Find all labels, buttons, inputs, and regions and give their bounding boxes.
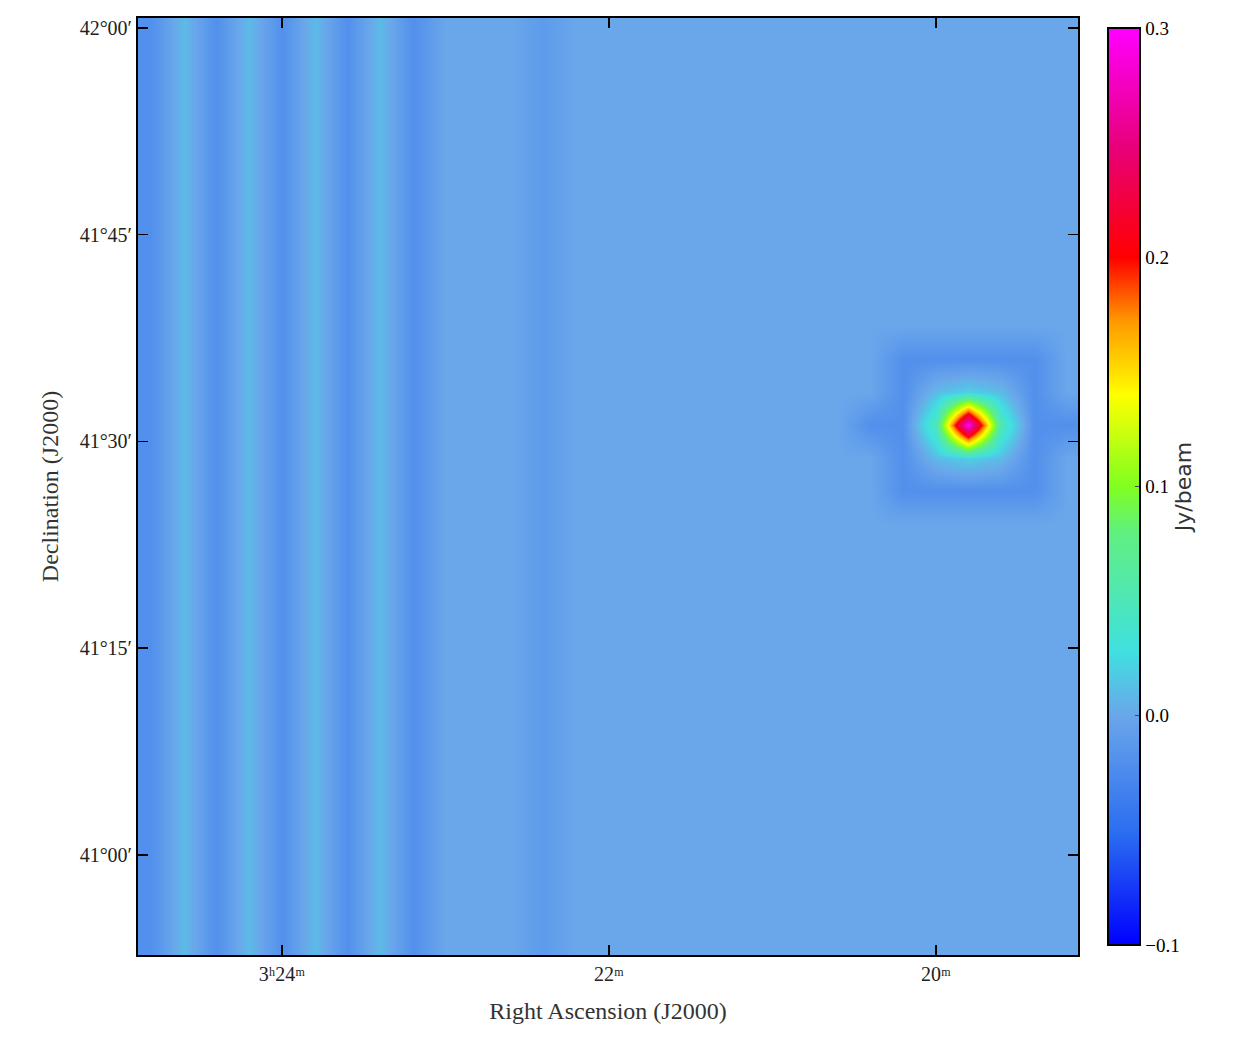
svg-text:0.0: 0.0: [1145, 705, 1169, 726]
svg-text:41°30′: 41°30′: [80, 430, 132, 452]
svg-text:22ᵐ: 22ᵐ: [594, 963, 624, 985]
svg-text:41°45′: 41°45′: [80, 224, 132, 246]
svg-text:Jy/beam: Jy/beam: [1171, 442, 1196, 533]
svg-text:Declination (J2000): Declination (J2000): [37, 391, 63, 582]
svg-text:Right Ascension (J2000): Right Ascension (J2000): [489, 998, 726, 1024]
svg-text:42°00′: 42°00′: [80, 17, 132, 39]
svg-text:41°00′: 41°00′: [80, 844, 132, 866]
svg-text:0.2: 0.2: [1145, 247, 1169, 268]
svg-text:0.3: 0.3: [1145, 18, 1169, 39]
svg-text:0.1: 0.1: [1145, 476, 1169, 497]
svg-text:41°15′: 41°15′: [80, 637, 132, 659]
svg-text:20ᵐ: 20ᵐ: [921, 963, 951, 985]
svg-text:3ʰ24ᵐ: 3ʰ24ᵐ: [259, 963, 305, 985]
svg-text:−0.1: −0.1: [1145, 935, 1179, 956]
